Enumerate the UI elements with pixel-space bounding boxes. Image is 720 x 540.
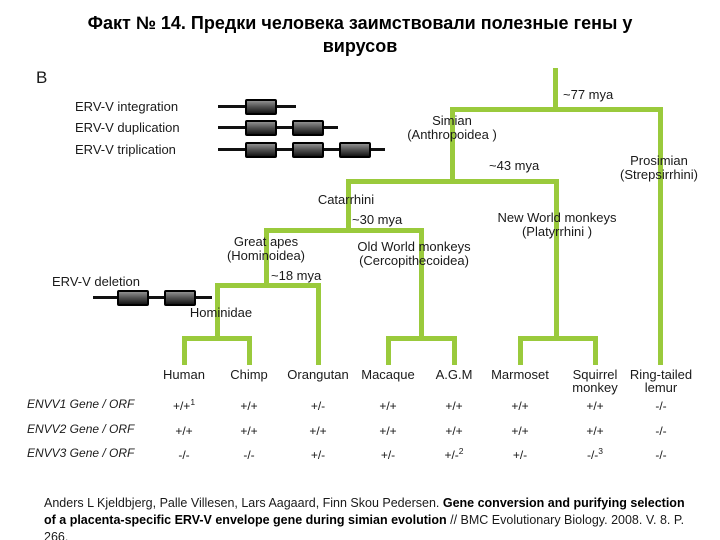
branch-agm (452, 336, 457, 365)
species-label-human: Human (163, 367, 205, 382)
branch-chimp (247, 336, 252, 365)
table-row-label-envv3: ENVV3 Gene / ORF (27, 446, 135, 460)
age-label-30mya: ~30 mya (352, 212, 403, 227)
erv-box-icon (339, 142, 371, 158)
branch-prosimian (658, 107, 663, 365)
slide-title: Факт № 14. Предки человека заимствовали … (87, 13, 633, 56)
age-label-18mya: ~18 mya (271, 268, 322, 283)
table-cell-envv1-marmoset: +/+ (511, 399, 529, 413)
table-cell-envv2-macaque: +/+ (379, 424, 397, 438)
table-cell-envv3-marmoset: +/- (512, 448, 528, 462)
branch-human (182, 336, 187, 365)
table-cell-envv1-orangutan: +/- (310, 399, 326, 413)
table-cell-envv1-agm: +/+ (445, 399, 463, 413)
erv-box-icon (245, 120, 277, 136)
table-cell-envv1-chimp: +/+ (240, 399, 258, 413)
table-row-label-envv2: ENVV2 Gene / ORF (27, 422, 135, 436)
clade-label-hominidae: Hominidae (189, 305, 253, 320)
clade-label-new-world-monkeys: New World monkeys (Platyrrhini ) (497, 210, 617, 239)
branch-marmoset (518, 336, 523, 365)
table-cell-envv3-human: -/- (178, 448, 190, 462)
age-label-77mya: ~77 mya (563, 87, 614, 102)
table-cell-envv1-human: +/+1 (172, 397, 196, 413)
branch-old-world-monkeys (419, 228, 424, 341)
branch-simian (450, 107, 455, 184)
branch-great-apes (264, 228, 269, 288)
branch-new-world-monkeys (554, 179, 559, 341)
erv-box-icon (245, 142, 277, 158)
clade-label-prosimian: Prosimian (Strepsirrhini) (619, 153, 698, 182)
table-cell-envv3-squirrel: -/-3 (586, 446, 604, 462)
gene-locus-line-deletion (93, 296, 212, 299)
branch-split-nwm (518, 336, 598, 341)
species-label-chimp: Chimp (230, 367, 268, 382)
table-cell-envv2-lemur: -/- (655, 424, 667, 438)
branch-catarrhini (346, 179, 351, 233)
table-cell-envv2-orangutan: +/+ (309, 424, 327, 438)
erv-box-icon (292, 120, 324, 136)
clade-label-old-world-monkeys: Old World monkeys (Cercopithecoidea) (357, 239, 471, 268)
table-cell-envv2-marmoset: +/+ (511, 424, 529, 438)
table-cell-envv3-agm: +/-2 (444, 446, 464, 462)
branch-orangutan (316, 283, 321, 365)
branch-split-owm (386, 336, 457, 341)
branch-hominidae (215, 283, 220, 341)
citation-article-title: Gene conversion and purifying selection … (44, 495, 685, 527)
erv-box-icon (164, 290, 196, 306)
species-label-macaque: Macaque (361, 367, 415, 382)
species-label-orangutan: Orangutan (287, 367, 349, 382)
branch-split-hominidae (182, 336, 252, 341)
table-cell-envv3-chimp: -/- (243, 448, 255, 462)
branch-macaque (386, 336, 391, 365)
branch-squirrel-monkey (593, 336, 598, 365)
erv-box-icon (292, 142, 324, 158)
table-cell-envv1-squirrel: +/+ (586, 399, 604, 413)
branch-split-18mya (215, 283, 321, 288)
gene-locus-line-duplication (218, 126, 338, 129)
species-label-squirrel-monkey: Squirrel monkey (572, 367, 618, 395)
clade-label-catarrhini: Catarrhini (317, 192, 375, 207)
citation-authors: Anders L Kjeldbjerg, Palle Villesen, Lar… (44, 495, 443, 510)
species-label-agm: A.G.M (435, 367, 473, 382)
citation: Anders L Kjeldbjerg, Palle Villesen, Lar… (44, 495, 694, 540)
legend-label-integration: ERV-V integration (75, 99, 179, 114)
table-cell-envv2-human: +/+ (175, 424, 193, 438)
species-label-marmoset: Marmoset (491, 367, 549, 382)
age-label-43mya: ~43 mya (489, 158, 540, 173)
species-label-ring-tailed-lemur: Ring-tailed lemur (629, 367, 693, 395)
table-cell-envv2-chimp: +/+ (240, 424, 258, 438)
table-cell-envv3-macaque: +/- (380, 448, 396, 462)
erv-box-icon (117, 290, 149, 306)
table-cell-envv3-lemur: -/- (655, 448, 667, 462)
citation-journal: // BMC Evolutionary Biology. 2008. V. 8.… (44, 512, 685, 540)
branch-split-43mya (348, 179, 559, 184)
table-cell-envv2-agm: +/+ (445, 424, 463, 438)
branch-split-77mya (450, 107, 663, 112)
table-row-label-envv1: ENVV1 Gene / ORF (27, 397, 135, 411)
table-cell-envv2-squirrel: +/+ (586, 424, 604, 438)
legend-label-triplication: ERV-V triplication (75, 142, 176, 157)
branch-split-30mya (264, 228, 424, 233)
legend-label-deletion: ERV-V deletion (52, 274, 140, 289)
table-cell-envv1-lemur: -/- (655, 399, 667, 413)
panel-label: B (36, 68, 48, 87)
clade-label-simian: Simian (Anthropoidea ) (407, 113, 497, 142)
table-cell-envv1-macaque: +/+ (379, 399, 397, 413)
erv-box-icon (245, 99, 277, 115)
legend-label-duplication: ERV-V duplication (75, 120, 180, 135)
branch-root (553, 68, 558, 112)
table-cell-envv3-orangutan: +/- (310, 448, 326, 462)
clade-label-great-apes: Great apes (Hominoidea) (226, 234, 306, 263)
